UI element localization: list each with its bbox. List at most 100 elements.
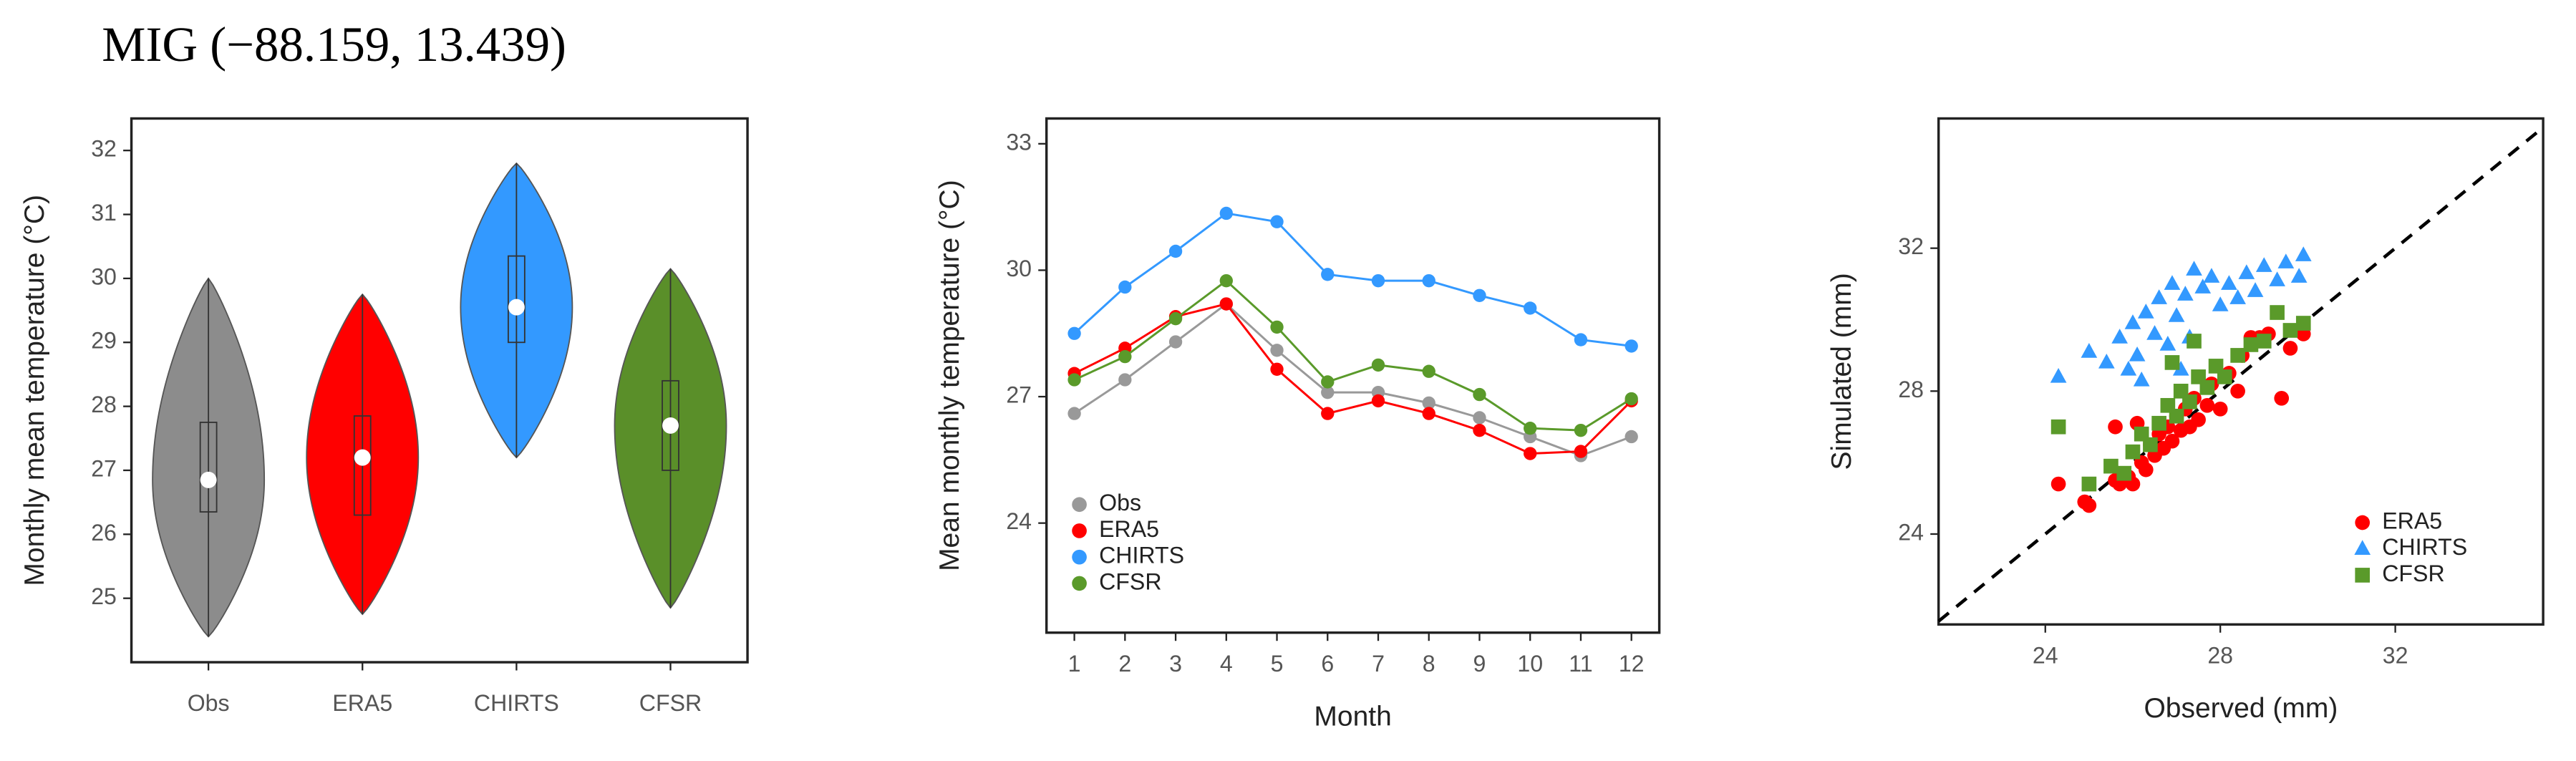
point — [2103, 458, 2119, 474]
legend-label: ERA5 — [2382, 508, 2442, 533]
legend-label: ERA5 — [1099, 516, 1159, 542]
point — [1067, 373, 1081, 387]
legend-marker — [1072, 576, 1087, 591]
point — [1624, 430, 1638, 444]
point — [1118, 373, 1132, 387]
y-tick-label: 25 — [91, 583, 117, 609]
point — [2138, 462, 2154, 478]
plot-frame — [1937, 117, 2544, 626]
point — [1371, 358, 1385, 372]
point — [2164, 275, 2181, 290]
violin-median — [354, 449, 371, 466]
x-tick-label: 9 — [1473, 651, 1486, 677]
point — [2125, 444, 2141, 460]
point — [2050, 419, 2066, 435]
point — [2151, 289, 2167, 304]
point — [2129, 346, 2146, 362]
point — [1422, 407, 1435, 420]
y-tick-label: 32 — [91, 136, 117, 162]
legend-marker — [1072, 523, 1087, 538]
y-tick-label: 30 — [1006, 256, 1032, 281]
y-tick-label: 28 — [1898, 377, 1924, 402]
violin-box — [199, 422, 218, 513]
point — [1067, 326, 1081, 340]
point — [2186, 261, 2202, 276]
point — [2247, 282, 2264, 297]
series-line — [1073, 279, 1632, 432]
y-tick-label: 26 — [91, 520, 117, 546]
point — [2255, 257, 2272, 272]
violin-median — [662, 417, 679, 434]
point — [2169, 408, 2184, 424]
point — [1270, 215, 1284, 228]
point — [2120, 360, 2137, 376]
point — [2194, 278, 2212, 294]
point — [2295, 246, 2312, 261]
y-axis-label: Mean monthly temperature (°C) — [934, 180, 965, 571]
y-tick-label: 27 — [1006, 382, 1032, 408]
x-tick-label: 6 — [1321, 651, 1334, 677]
point — [2230, 384, 2245, 399]
point — [2176, 286, 2194, 301]
point — [1524, 301, 1537, 315]
point — [2290, 268, 2308, 283]
point — [2187, 334, 2202, 349]
x-tick-label: Obs — [188, 690, 230, 716]
point — [1473, 423, 1486, 437]
identity-line — [1937, 126, 2544, 623]
point — [1118, 280, 1132, 294]
x-tick-label: 4 — [1220, 651, 1233, 677]
point — [1321, 375, 1335, 389]
point — [2256, 334, 2272, 349]
point — [2164, 433, 2180, 449]
plot-frame — [130, 117, 749, 664]
point — [2098, 354, 2115, 369]
series-line — [1073, 302, 1632, 455]
point — [2050, 476, 2066, 492]
point — [1524, 422, 1537, 435]
point — [2212, 296, 2229, 311]
point — [1321, 385, 1335, 399]
x-tick-label: 10 — [1517, 651, 1543, 677]
y-tick-label: 30 — [91, 263, 117, 289]
point — [2230, 348, 2245, 363]
point — [1168, 335, 1183, 349]
y-tick-label: 24 — [1898, 519, 1924, 545]
point — [2137, 304, 2154, 319]
point — [2116, 465, 2132, 481]
legend-marker — [2354, 540, 2371, 555]
point — [1270, 362, 1284, 376]
point — [1371, 394, 1385, 408]
point — [2172, 360, 2189, 376]
point — [2217, 369, 2232, 384]
point — [2199, 397, 2215, 413]
x-tick-label: ERA5 — [332, 690, 392, 716]
point — [2274, 390, 2290, 406]
violin-box — [353, 415, 372, 516]
point — [1270, 320, 1284, 334]
point — [2243, 337, 2259, 352]
point — [1371, 273, 1385, 288]
point — [2282, 323, 2298, 338]
point — [1168, 244, 1183, 258]
y-axis-label: Simulated (mm) — [1826, 273, 1857, 470]
x-tick-label: 28 — [2207, 643, 2233, 669]
legend-marker — [1072, 549, 1087, 565]
point — [2151, 415, 2166, 431]
y-tick-label: 24 — [1006, 508, 1032, 534]
point — [2203, 268, 2220, 283]
legend-marker — [1072, 497, 1087, 513]
point — [2111, 329, 2128, 344]
x-tick-label: 8 — [1423, 651, 1435, 677]
point — [1219, 273, 1233, 288]
point — [2124, 314, 2141, 329]
point — [1321, 407, 1335, 420]
x-axis-label: Observed (mm) — [2144, 693, 2338, 724]
point — [1624, 339, 1638, 353]
point — [2159, 336, 2176, 351]
point — [1422, 364, 1435, 378]
series-line — [1073, 302, 1632, 457]
point — [2212, 401, 2228, 417]
point — [1574, 423, 1588, 437]
x-tick-label: 11 — [1569, 651, 1592, 677]
